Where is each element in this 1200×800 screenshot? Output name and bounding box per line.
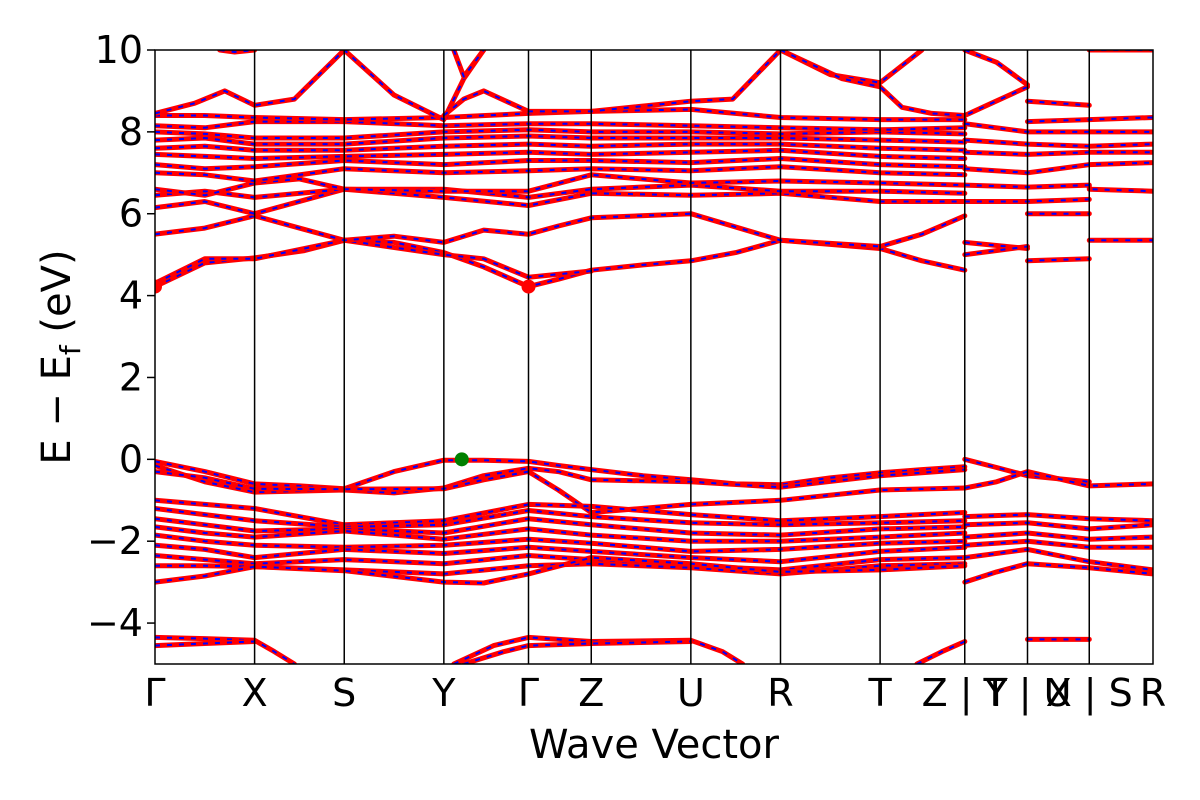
x-tick-label-8: T	[867, 671, 892, 715]
marker-cbm-2	[155, 279, 162, 294]
y-axis-label-subscript: f	[54, 344, 87, 355]
y-tick-label-1: −2	[87, 519, 143, 563]
band-line-overlay-40	[964, 521, 1153, 530]
band-line-overlay-47	[964, 245, 1028, 256]
band-line-overlay-18	[155, 239, 592, 285]
y-axis-label: E − Ef (eV)	[34, 249, 87, 464]
y-axis-label-unit: (eV)	[34, 249, 80, 345]
band-line-overlay-35	[780, 50, 1028, 117]
band-line-11	[155, 555, 968, 586]
band-line-22	[155, 172, 968, 198]
x-tick-label-3: Y	[431, 671, 456, 715]
band-line-overlay-16	[916, 640, 966, 664]
band-line-overlay-41	[964, 532, 1153, 541]
x-tick-label-6: U	[677, 671, 705, 715]
y-axis-label-main: E − E	[34, 355, 80, 465]
plot-frame	[154, 49, 1154, 665]
band-line-overlay-15	[463, 640, 691, 664]
band-line-overlay-53	[964, 161, 1153, 174]
x-tick-label-4: Γ	[518, 671, 539, 715]
band-line-1	[155, 463, 968, 496]
marker-vbm-0	[454, 452, 469, 467]
band-line-overlay-13	[155, 640, 255, 647]
x-tick-label-5: Z	[578, 671, 604, 715]
band-line-overlay-20	[155, 188, 965, 215]
band-line-overlay-44	[964, 562, 1153, 584]
x-axis-label: Wave Vector	[529, 722, 780, 768]
band-line-overlay-0	[155, 459, 965, 490]
band-line-overlay-56	[964, 122, 1153, 133]
y-tick-label-5: 6	[119, 192, 143, 236]
y-tick-label-6: 8	[119, 110, 143, 154]
y-tick-label-2: 0	[119, 437, 143, 481]
extremum-markers	[155, 279, 536, 467]
band-line-overlay-32	[443, 50, 923, 117]
x-tick-label-12: R	[1140, 671, 1166, 715]
band-line-overlay-48	[1027, 257, 1090, 262]
y-tick-label-0: −4	[87, 601, 143, 645]
band-line-overlay-43	[964, 548, 1153, 571]
x-tick-label-7: R	[767, 671, 793, 715]
band-line-overlay-19	[155, 212, 966, 248]
band-line-36	[962, 50, 1030, 88]
high-symmetry-lines	[253, 50, 1091, 664]
band-line-overlay-34	[452, 50, 485, 78]
y-axis-ticks: −4 −2 0 2 4 6 8 10	[87, 28, 155, 645]
marker-cbm-1	[521, 279, 536, 294]
band-line-overlay-37	[964, 458, 1090, 483]
x-tick-label-2: S	[332, 671, 356, 715]
x-tick-label-0: Γ	[144, 671, 165, 715]
band-line-overlay-55	[964, 139, 1153, 148]
band-line-overlay-31	[155, 50, 485, 121]
y-tick-label-3: 2	[119, 355, 143, 399]
x-tick-label-10: T | U	[983, 671, 1072, 716]
y-tick-label-7: 10	[95, 28, 143, 72]
y-tick-label-4: 4	[119, 274, 143, 318]
x-tick-label-11: X | S	[1046, 671, 1133, 716]
band-line-overlay-54	[964, 151, 1153, 156]
band-line-overlay-14	[453, 636, 744, 664]
x-tick-label-1: X	[242, 671, 268, 715]
band-line-overlay-42	[964, 540, 1153, 549]
band-line-overlay-39	[964, 513, 1153, 522]
band-line-overlay-57	[1027, 100, 1090, 107]
x-tick-label-9: Z | Y	[922, 671, 1009, 716]
